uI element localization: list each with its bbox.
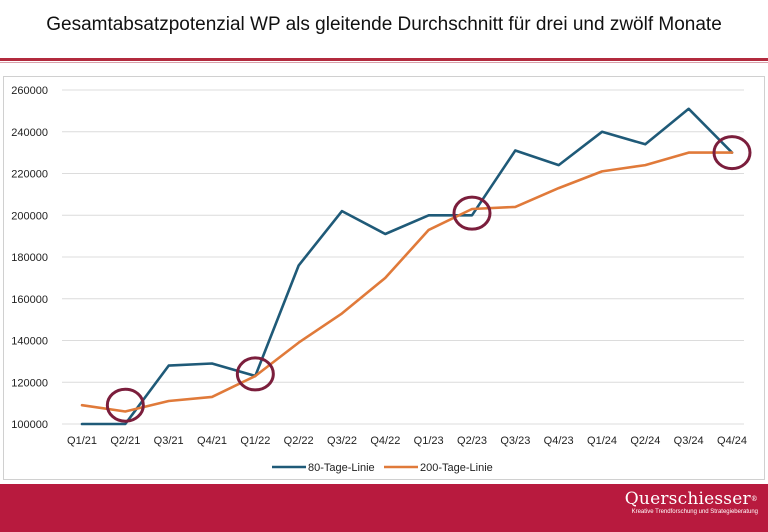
brand-name: Querschiesser®: [625, 490, 758, 508]
y-tick-label: 260000: [11, 85, 48, 97]
brand-logo: Querschiesser® Kreative Trendforschung u…: [625, 490, 758, 516]
highlight-circle: [105, 387, 145, 423]
x-tick-label: Q4/23: [544, 435, 574, 447]
chart-frame: [3, 76, 765, 480]
footer-bar: Querschiesser® Kreative Trendforschung u…: [0, 484, 768, 532]
highlight-circle: [452, 195, 492, 231]
y-tick-label: 100000: [11, 419, 48, 431]
y-tick-label: 220000: [11, 169, 48, 181]
y-tick-label: 200000: [11, 210, 48, 222]
x-tick-label: Q2/21: [110, 435, 140, 447]
y-tick-label: 160000: [11, 294, 48, 306]
x-tick-label: Q1/21: [67, 435, 97, 447]
x-tick-label: Q3/21: [154, 435, 184, 447]
brand-name-text: Querschiesser: [624, 489, 751, 509]
line-chart: 100000 120000 140000 160000 180000 200000 2200…: [11, 85, 752, 474]
x-tick-label: Q1/23: [414, 435, 444, 447]
x-tick-label: Q1/22: [240, 435, 270, 447]
title-divider-thin: [0, 62, 768, 63]
highlight-circle: [712, 135, 752, 171]
brand-tagline: Kreative Trendforschung und Strategieber…: [631, 509, 758, 515]
title-divider: [0, 58, 768, 61]
x-tick-label: Q3/24: [674, 435, 704, 447]
series-line-80: [80, 107, 734, 426]
y-tick-label: 240000: [11, 127, 48, 139]
highlight-circle: [235, 356, 275, 392]
x-tick-label: Q4/24: [717, 435, 747, 447]
x-tick-label: Q2/23: [457, 435, 487, 447]
x-tick-label: Q2/22: [284, 435, 314, 447]
brand-mark: ®: [750, 495, 758, 503]
x-tick-label: Q2/24: [630, 435, 660, 447]
series-line-200: [80, 151, 734, 413]
y-tick-label: 120000: [11, 377, 48, 389]
y-tick-label: 140000: [11, 336, 48, 348]
page-title: Gesamtabsatzpotenzial WP als gleitende D…: [46, 14, 722, 35]
legend-label: 200-Tage-Linie: [420, 462, 493, 474]
x-tick-label: Q3/23: [500, 435, 530, 447]
x-tick-label: Q4/21: [197, 435, 227, 447]
legend-label: 80-Tage-Linie: [308, 462, 375, 474]
y-tick-label: 180000: [11, 252, 48, 264]
x-tick-label: Q1/24: [587, 435, 617, 447]
x-tick-label: Q4/22: [370, 435, 400, 447]
x-tick-label: Q3/22: [327, 435, 357, 447]
